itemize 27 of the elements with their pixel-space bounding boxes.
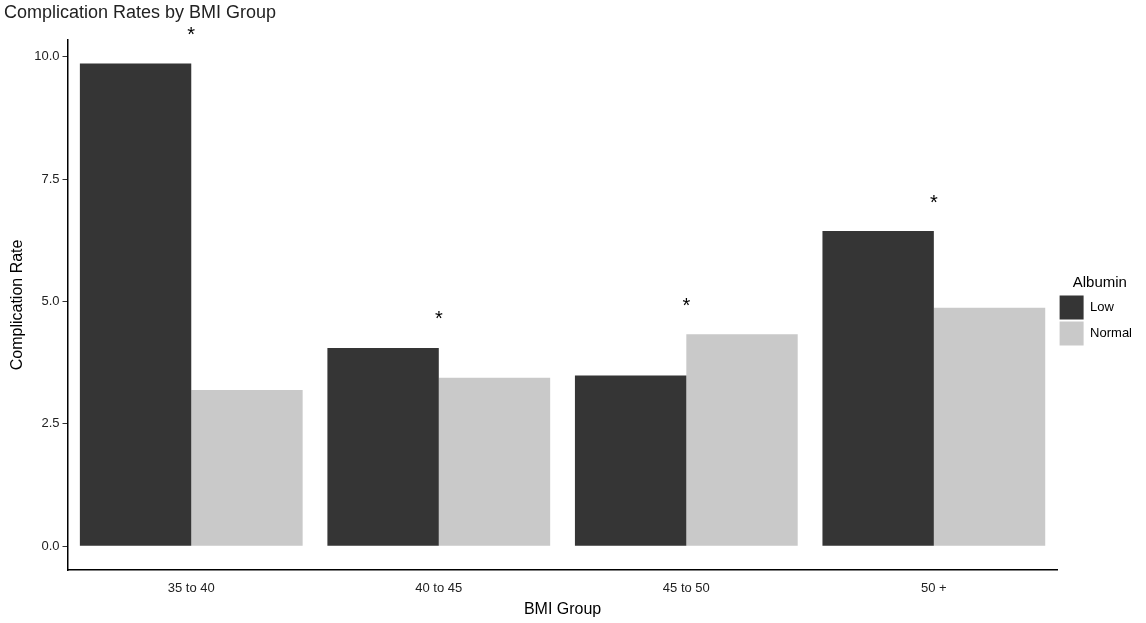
y-tick-label: 0.0	[41, 537, 60, 553]
x-axis-title: BMI Group	[523, 599, 602, 617]
x-tick-label: 35 to 40	[167, 579, 215, 595]
bar	[438, 377, 551, 546]
x-tick-label: 40 to 45	[415, 579, 463, 595]
bar	[574, 375, 687, 546]
legend-label: Low	[1090, 299, 1115, 315]
legend-label: Normal	[1090, 325, 1133, 341]
y-tick-label: 5.0	[41, 293, 60, 309]
bar	[79, 63, 192, 546]
legend-title: Albumin	[1072, 273, 1127, 291]
y-tick-label: 7.5	[41, 170, 60, 186]
bar	[822, 230, 934, 546]
bar	[327, 347, 439, 546]
x-tick-label: 50 +	[921, 579, 947, 595]
annotation: *	[187, 23, 196, 46]
annotation: *	[929, 190, 938, 213]
annotation: *	[682, 293, 691, 316]
bar	[933, 307, 1046, 546]
y-tick-label: 2.5	[41, 415, 60, 431]
annotation: *	[434, 307, 443, 330]
bar	[686, 334, 798, 546]
chart-title: Complication Rates by BMI Group	[4, 1, 277, 22]
y-tick-label: 10.0	[34, 48, 60, 64]
bar	[191, 390, 303, 546]
x-tick-label: 45 to 50	[662, 579, 710, 595]
y-axis-title: Complication Rate	[8, 239, 26, 371]
